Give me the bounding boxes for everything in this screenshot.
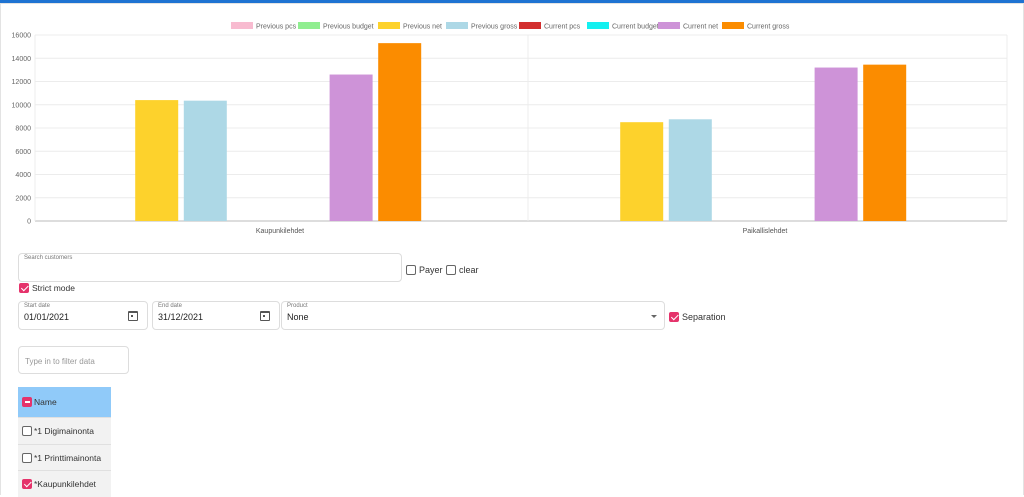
- top-accent-bar: [0, 0, 1024, 3]
- end-date-field[interactable]: End date 31/12/2021: [152, 301, 280, 330]
- x-tick-label: Kaupunkilehdet: [256, 228, 304, 235]
- y-tick-label: 14000: [12, 56, 32, 63]
- select-all-checkbox[interactable]: [22, 397, 32, 407]
- legend-swatch: [519, 22, 541, 29]
- clear-checkbox[interactable]: [446, 265, 456, 275]
- legend-swatch: [298, 22, 320, 29]
- legend-swatch: [658, 22, 680, 29]
- chevron-down-icon[interactable]: [651, 315, 657, 318]
- y-tick-label: 0: [27, 219, 31, 226]
- payer-label: Payer: [419, 265, 443, 275]
- search-customers-field[interactable]: Search customers: [18, 253, 402, 282]
- product-value: None: [287, 312, 309, 322]
- x-tick-label: Paikallislehdet: [743, 228, 788, 235]
- chart-ticks: 0 2000 4000 6000 8000 10000 12000 14000 16000 Kau…: [12, 33, 788, 236]
- y-tick-label: 4000: [15, 172, 31, 179]
- legend-swatch: [587, 22, 609, 29]
- bar: [135, 100, 179, 221]
- row-checkbox[interactable]: [22, 479, 32, 489]
- end-date-value: 31/12/2021: [158, 312, 204, 322]
- legend-label: Previous pcs: [256, 24, 297, 31]
- end-date-label: End date: [158, 303, 183, 309]
- bar: [378, 43, 422, 222]
- legend-label: Previous budget: [323, 24, 374, 31]
- row-checkbox[interactable]: [22, 426, 32, 436]
- bar-chart: Previous pcs Previous budget Previous net P…: [12, 22, 1008, 236]
- filter-input[interactable]: Type in to filter data: [18, 346, 129, 374]
- start-date-label: Start date: [24, 303, 51, 309]
- table-header: Name: [18, 387, 111, 417]
- y-tick-label: 2000: [15, 195, 31, 202]
- y-tick-label: 8000: [15, 126, 31, 133]
- row-name: *Kaupunkilehdet: [34, 479, 96, 489]
- row-name: *1 Digimainonta: [34, 426, 95, 436]
- legend-label: Current budget: [612, 24, 659, 31]
- bar: [183, 100, 227, 221]
- legend-swatch: [722, 22, 744, 29]
- bar: [668, 119, 712, 221]
- bar: [814, 67, 858, 221]
- y-tick-label: 16000: [12, 33, 32, 40]
- table-row[interactable]: *1 Printtimainonta: [18, 443, 111, 470]
- column-name-header[interactable]: Name: [34, 397, 57, 407]
- strict-mode-label: Strict mode: [32, 283, 75, 293]
- start-date-value: 01/01/2021: [24, 312, 70, 322]
- y-tick-label: 12000: [12, 79, 32, 86]
- filter-placeholder: Type in to filter data: [25, 357, 95, 366]
- calendar-icon[interactable]: [128, 311, 138, 321]
- table-row[interactable]: *Kaupunkilehdet: [18, 470, 111, 497]
- chart-legend: Previous pcs Previous budget Previous net P…: [231, 22, 790, 31]
- legend-label: Current gross: [747, 24, 790, 31]
- bar: [863, 64, 907, 221]
- bar: [620, 122, 664, 221]
- legend-label: Previous net: [403, 24, 442, 31]
- calendar-icon[interactable]: [260, 311, 270, 321]
- legend-swatch: [446, 22, 468, 29]
- legend-label: Current pcs: [544, 24, 581, 31]
- bar: [329, 74, 373, 222]
- chart-bars: [135, 43, 907, 222]
- chart-grid: [34, 34, 1008, 222]
- payer-checkbox[interactable]: [406, 265, 416, 275]
- y-tick-label: 6000: [15, 149, 31, 156]
- row-name: *1 Printtimainonta: [34, 452, 102, 463]
- separation-checkbox[interactable]: [669, 312, 679, 322]
- search-customers-label: Search customers: [24, 255, 73, 261]
- product-select[interactable]: Product None: [281, 301, 665, 330]
- row-checkbox[interactable]: [22, 452, 32, 463]
- legend-swatch: [378, 22, 400, 29]
- legend-label: Current net: [683, 24, 718, 31]
- strict-mode-checkbox[interactable]: [19, 283, 29, 293]
- product-label: Product: [287, 303, 308, 309]
- name-table: Name *1 Digimainonta *1 Printtimainonta …: [18, 387, 111, 497]
- legend-label: Previous gross: [471, 24, 518, 31]
- separation-label: Separation: [682, 312, 726, 322]
- y-tick-label: 10000: [12, 102, 32, 109]
- legend-swatch: [231, 22, 253, 29]
- table-row[interactable]: *1 Digimainonta: [18, 417, 111, 444]
- clear-label: clear: [459, 265, 479, 275]
- start-date-field[interactable]: Start date 01/01/2021: [18, 301, 148, 330]
